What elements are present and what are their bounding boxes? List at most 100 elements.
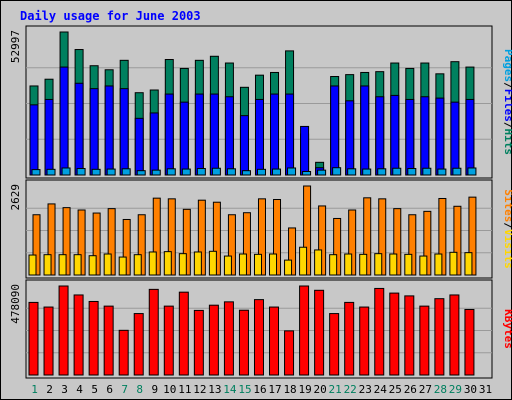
bar-pages-day-3 <box>61 167 71 176</box>
bar-files-day-22 <box>345 100 355 176</box>
x-tick-label-28: 28 <box>434 383 447 396</box>
legend-sites: Sites <box>502 189 512 222</box>
bar-kbytes-day-2 <box>43 306 54 376</box>
bar-kbytes-day-11 <box>178 291 189 376</box>
bar-kbytes-day-29 <box>449 294 460 376</box>
bar-pages-day-21 <box>332 167 342 176</box>
x-tick-label-21: 21 <box>329 383 342 396</box>
bar-files-day-10 <box>164 93 174 176</box>
bar-pages-day-12 <box>196 168 206 176</box>
scale-max-label: 52997 <box>9 30 22 63</box>
bar-kbytes-day-24 <box>374 287 385 376</box>
bar-kbytes-day-3 <box>58 285 69 376</box>
bar-kbytes-day-17 <box>269 306 280 376</box>
bar-sites-day-23 <box>359 253 368 276</box>
bar-pages-day-14 <box>226 168 236 176</box>
x-tick-label-4: 4 <box>76 383 83 396</box>
bar-sites-day-5 <box>88 255 97 276</box>
bar-sites-day-20 <box>314 249 323 276</box>
kbytes-panel: 478090 KBytes <box>9 279 512 379</box>
x-tick-label-29: 29 <box>449 383 462 396</box>
bar-pages-day-8 <box>136 170 146 176</box>
bar-files-day-12 <box>194 93 204 176</box>
chart-title: Daily usage for June 2003 <box>20 9 201 23</box>
chart-panels: 52997Pages/Files/Hits2629Sites/Visits478… <box>9 25 512 379</box>
bar-files-day-21 <box>330 85 340 176</box>
bar-kbytes-day-4 <box>73 294 84 376</box>
bar-files-day-26 <box>405 98 415 176</box>
bar-files-day-11 <box>179 101 189 176</box>
scale-max-label: 2629 <box>9 184 22 211</box>
bar-files-day-17 <box>270 93 280 176</box>
bar-sites-day-25 <box>389 253 398 276</box>
bar-kbytes-day-14 <box>223 301 234 376</box>
bar-kbytes-day-25 <box>389 292 400 376</box>
x-tick-label-10: 10 <box>163 383 176 396</box>
bar-files-day-23 <box>360 85 370 176</box>
bar-pages-day-2 <box>46 168 56 176</box>
bar-files-day-9 <box>149 112 159 176</box>
bar-kbytes-day-20 <box>314 289 325 376</box>
bar-files-day-30 <box>465 98 475 176</box>
x-tick-label-20: 20 <box>314 383 327 396</box>
bar-files-day-27 <box>420 96 430 176</box>
bar-sites-day-22 <box>344 253 353 276</box>
bar-files-day-24 <box>375 96 385 176</box>
bar-files-day-8 <box>134 117 144 176</box>
x-tick-label-15: 15 <box>238 383 251 396</box>
bar-kbytes-day-10 <box>163 305 174 376</box>
bar-pages-day-11 <box>181 168 191 176</box>
bar-files-day-5 <box>89 88 99 176</box>
bar-pages-day-17 <box>272 168 282 176</box>
bar-sites-day-18 <box>284 259 293 276</box>
x-tick-label-13: 13 <box>208 383 221 396</box>
bar-kbytes-day-13 <box>208 304 219 376</box>
bar-files-day-4 <box>74 82 84 176</box>
bar-sites-day-10 <box>163 251 172 276</box>
bar-kbytes-day-15 <box>238 309 249 376</box>
bar-pages-day-30 <box>467 167 477 176</box>
bar-kbytes-day-12 <box>193 309 204 376</box>
bar-pages-day-10 <box>166 168 176 176</box>
x-tick-label-23: 23 <box>359 383 372 396</box>
bar-files-day-19 <box>300 125 310 176</box>
bar-pages-day-24 <box>377 168 387 176</box>
bar-pages-day-13 <box>211 167 221 176</box>
bar-sites-day-24 <box>374 253 383 276</box>
bar-sites-day-28 <box>434 253 443 276</box>
bar-kbytes-day-21 <box>329 313 340 376</box>
bar-sites-day-17 <box>269 253 278 276</box>
bar-pages-day-18 <box>287 167 297 176</box>
bar-pages-day-19 <box>302 170 312 176</box>
legend-kbytes: KBytes <box>502 309 512 349</box>
bar-kbytes-day-22 <box>344 301 355 376</box>
bar-files-day-15 <box>239 115 249 176</box>
bar-kbytes-day-16 <box>253 299 264 376</box>
bar-files-day-1 <box>29 104 39 176</box>
bar-sites-day-6 <box>103 253 112 276</box>
bar-sites-day-8 <box>133 254 142 276</box>
bar-kbytes-day-7 <box>118 329 129 376</box>
legend-separator: / <box>502 122 512 129</box>
bar-kbytes-day-1 <box>28 301 39 376</box>
x-tick-label-8: 8 <box>136 383 143 396</box>
bar-kbytes-day-6 <box>103 305 114 376</box>
bar-pages-day-22 <box>347 168 357 176</box>
bar-sites-day-14 <box>223 255 232 276</box>
x-tick-label-9: 9 <box>151 383 158 396</box>
bar-kbytes-day-27 <box>419 305 430 376</box>
bar-files-day-7 <box>119 88 129 176</box>
bar-sites-day-7 <box>118 256 127 276</box>
bar-sites-day-3 <box>58 254 67 276</box>
bar-pages-day-6 <box>106 168 116 176</box>
x-tick-label-3: 3 <box>61 383 68 396</box>
x-tick-label-7: 7 <box>121 383 128 396</box>
x-tick-label-6: 6 <box>106 383 113 396</box>
bar-sites-day-15 <box>238 253 247 276</box>
bar-pages-day-1 <box>31 169 41 176</box>
x-tick-label-22: 22 <box>344 383 357 396</box>
sites-visits-panel: 2629 Sites/Visits <box>9 179 512 279</box>
panel-legend-label: Pages/Files/Hits <box>502 49 512 155</box>
bar-kbytes-day-23 <box>359 306 370 376</box>
